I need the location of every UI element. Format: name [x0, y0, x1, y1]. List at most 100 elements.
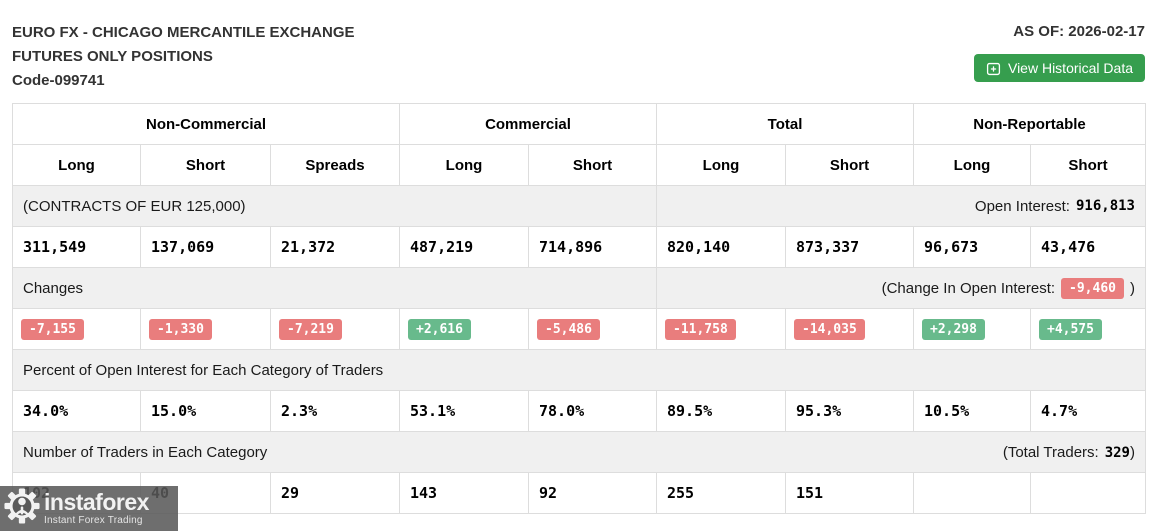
percent-value: 10.5% — [913, 390, 1031, 432]
change-badge: +2,298 — [922, 318, 985, 340]
report-header: EURO FX - CHICAGO MERCANTILE EXCHANGE FU… — [12, 21, 355, 93]
view-historical-data-button[interactable]: View Historical Data — [973, 54, 1145, 82]
change-cell: +2,298 — [913, 308, 1031, 350]
column-header: Short — [528, 144, 657, 186]
change-cell: -14,035 — [785, 308, 914, 350]
percent-value: 2.3% — [270, 390, 400, 432]
change-badge: -7,155 — [21, 318, 84, 340]
change-cell: +2,616 — [399, 308, 529, 350]
column-header: Long — [656, 144, 786, 186]
column-header: Long — [399, 144, 529, 186]
percent-value: 15.0% — [140, 390, 271, 432]
instaforex-logo-icon — [4, 488, 40, 529]
percent-band-row: Percent of Open Interest for Each Catego… — [12, 349, 1146, 391]
total-traders-value: 329 — [1104, 444, 1130, 461]
change-open-interest-label: (Change In Open Interest: — [881, 279, 1056, 297]
change-open-interest-badge: -9,460 — [1061, 277, 1124, 299]
traders-value: 151 — [785, 472, 914, 514]
traders-band-row: Number of Traders in Each Category (Tota… — [12, 431, 1146, 473]
watermark-text: instaforex Instant Forex Trading — [44, 491, 149, 526]
contracts-label: (CONTRACTS OF EUR 125,000) — [23, 197, 246, 215]
traders-value — [1030, 472, 1146, 514]
total-traders-suffix: ) — [1130, 443, 1135, 461]
position-value: 311,549 — [12, 226, 141, 268]
group-header-total: Total — [656, 103, 914, 145]
column-header: Long — [12, 144, 141, 186]
percents-row: 34.0% 15.0% 2.3% 53.1% 78.0% 89.5% 95.3%… — [12, 390, 1146, 432]
group-header-non-reportable: Non-Reportable — [913, 103, 1146, 145]
contracts-label-cell: (CONTRACTS OF EUR 125,000) — [12, 185, 657, 227]
change-badge: -7,219 — [279, 318, 342, 340]
traders-value: 255 — [656, 472, 786, 514]
change-open-interest-suffix: ) — [1130, 279, 1135, 297]
position-value: 43,476 — [1030, 226, 1146, 268]
total-traders-label: (Total Traders: — [1002, 443, 1099, 461]
percent-value: 4.7% — [1030, 390, 1146, 432]
changes-row: -7,155 -1,330 -7,219 +2,616 -5,486 -11,7… — [12, 308, 1146, 350]
column-header: Short — [785, 144, 914, 186]
cot-table: Non-Commercial Commercial Total Non-Repo… — [12, 103, 1146, 514]
column-header: Short — [140, 144, 271, 186]
position-value: 21,372 — [270, 226, 400, 268]
percent-value: 53.1% — [399, 390, 529, 432]
contracts-band-row: (CONTRACTS OF EUR 125,000) Open Interest… — [12, 185, 1146, 227]
open-interest-label: Open Interest: — [974, 197, 1070, 215]
change-cell: -7,219 — [270, 308, 400, 350]
watermark-tagline: Instant Forex Trading — [44, 515, 143, 526]
change-badge: -5,486 — [537, 318, 600, 340]
traders-row: 102 40 29 143 92 255 151 — [12, 472, 1146, 514]
traders-value: 143 — [399, 472, 529, 514]
change-cell: -1,330 — [140, 308, 271, 350]
calendar-plus-icon — [986, 61, 1001, 76]
report-code: Code-099741 — [12, 72, 105, 89]
changes-band-row: Changes (Change In Open Interest: -9,460… — [12, 267, 1146, 309]
percent-value: 89.5% — [656, 390, 786, 432]
open-interest-cell: Open Interest: 916,813 — [656, 185, 1146, 227]
changes-label-cell: Changes — [12, 267, 657, 309]
change-badge: -1,330 — [149, 318, 212, 340]
change-badge: +4,575 — [1039, 318, 1102, 340]
watermark: instaforex Instant Forex Trading — [0, 486, 178, 531]
group-header-commercial: Commercial — [399, 103, 657, 145]
percent-label-cell: Percent of Open Interest for Each Catego… — [12, 349, 1146, 391]
group-header-non-commercial: Non-Commercial — [12, 103, 400, 145]
position-value: 873,337 — [785, 226, 914, 268]
view-historical-data-label: View Historical Data — [1007, 60, 1133, 76]
column-header: Spreads — [270, 144, 400, 186]
positions-row: 311,549 137,069 21,372 487,219 714,896 8… — [12, 226, 1146, 268]
traders-value: 29 — [270, 472, 400, 514]
percent-value: 95.3% — [785, 390, 914, 432]
change-cell: +4,575 — [1030, 308, 1146, 350]
percent-value: 34.0% — [12, 390, 141, 432]
column-header-row: Long Short Spreads Long Short Long Short… — [12, 144, 1146, 186]
percent-label: Percent of Open Interest for Each Catego… — [23, 361, 384, 379]
open-interest-value: 916,813 — [1075, 198, 1135, 214]
group-header-row: Non-Commercial Commercial Total Non-Repo… — [12, 103, 1146, 145]
report-subtitle: FUTURES ONLY POSITIONS — [12, 48, 213, 65]
change-badge: -14,035 — [794, 318, 865, 340]
column-header: Short — [1030, 144, 1146, 186]
position-value: 96,673 — [913, 226, 1031, 268]
changes-label: Changes — [23, 279, 84, 297]
total-traders: (Total Traders: 329) — [1003, 444, 1135, 461]
as-of-date: AS OF: 2026-02-17 — [1013, 23, 1145, 40]
change-badge: -11,758 — [665, 318, 736, 340]
position-value: 137,069 — [140, 226, 271, 268]
change-badge: +2,616 — [408, 318, 471, 340]
traders-value — [913, 472, 1031, 514]
position-value: 714,896 — [528, 226, 657, 268]
position-value: 487,219 — [399, 226, 529, 268]
change-cell: -11,758 — [656, 308, 786, 350]
report-title: EURO FX - CHICAGO MERCANTILE EXCHANGE — [12, 24, 355, 41]
watermark-brand: instaforex — [44, 489, 149, 515]
change-cell: -5,486 — [528, 308, 657, 350]
change-cell: -7,155 — [12, 308, 141, 350]
percent-value: 78.0% — [528, 390, 657, 432]
column-header: Long — [913, 144, 1031, 186]
report-header-right: AS OF: 2026-02-17 View Historical Data — [973, 21, 1145, 82]
traders-label: Number of Traders in Each Category — [23, 443, 268, 461]
position-value: 820,140 — [656, 226, 786, 268]
change-open-interest-cell: (Change In Open Interest: -9,460 ) — [656, 267, 1146, 309]
traders-band-cell: Number of Traders in Each Category (Tota… — [12, 431, 1146, 473]
